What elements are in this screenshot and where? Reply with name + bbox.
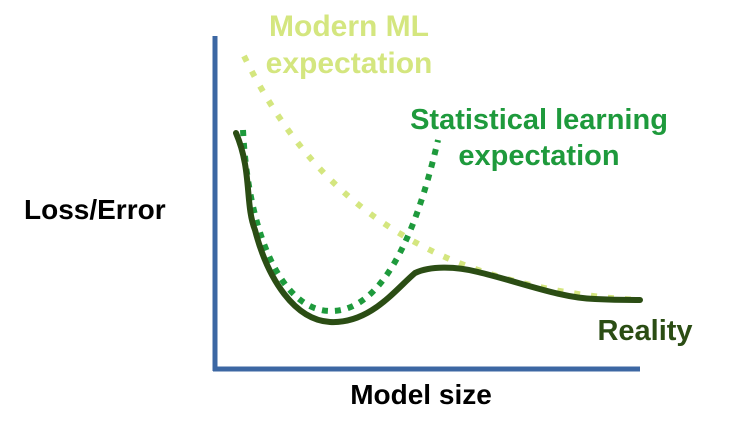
x-axis-label: Model size [350,379,492,410]
statistical-learning-label-line2: expectation [458,140,619,172]
modern-ml-label-line1: Modern ML [269,10,429,43]
reality-label: Reality [597,315,692,347]
y-axis-label: Loss/Error [24,194,166,225]
modern-ml-curve [241,54,641,303]
statistical-learning-curve [240,129,441,315]
reality-curve [233,130,643,326]
statistical-learning-label-line1: Statistical learning [410,104,668,136]
modern-ml-label-line2: expectation [266,47,433,80]
